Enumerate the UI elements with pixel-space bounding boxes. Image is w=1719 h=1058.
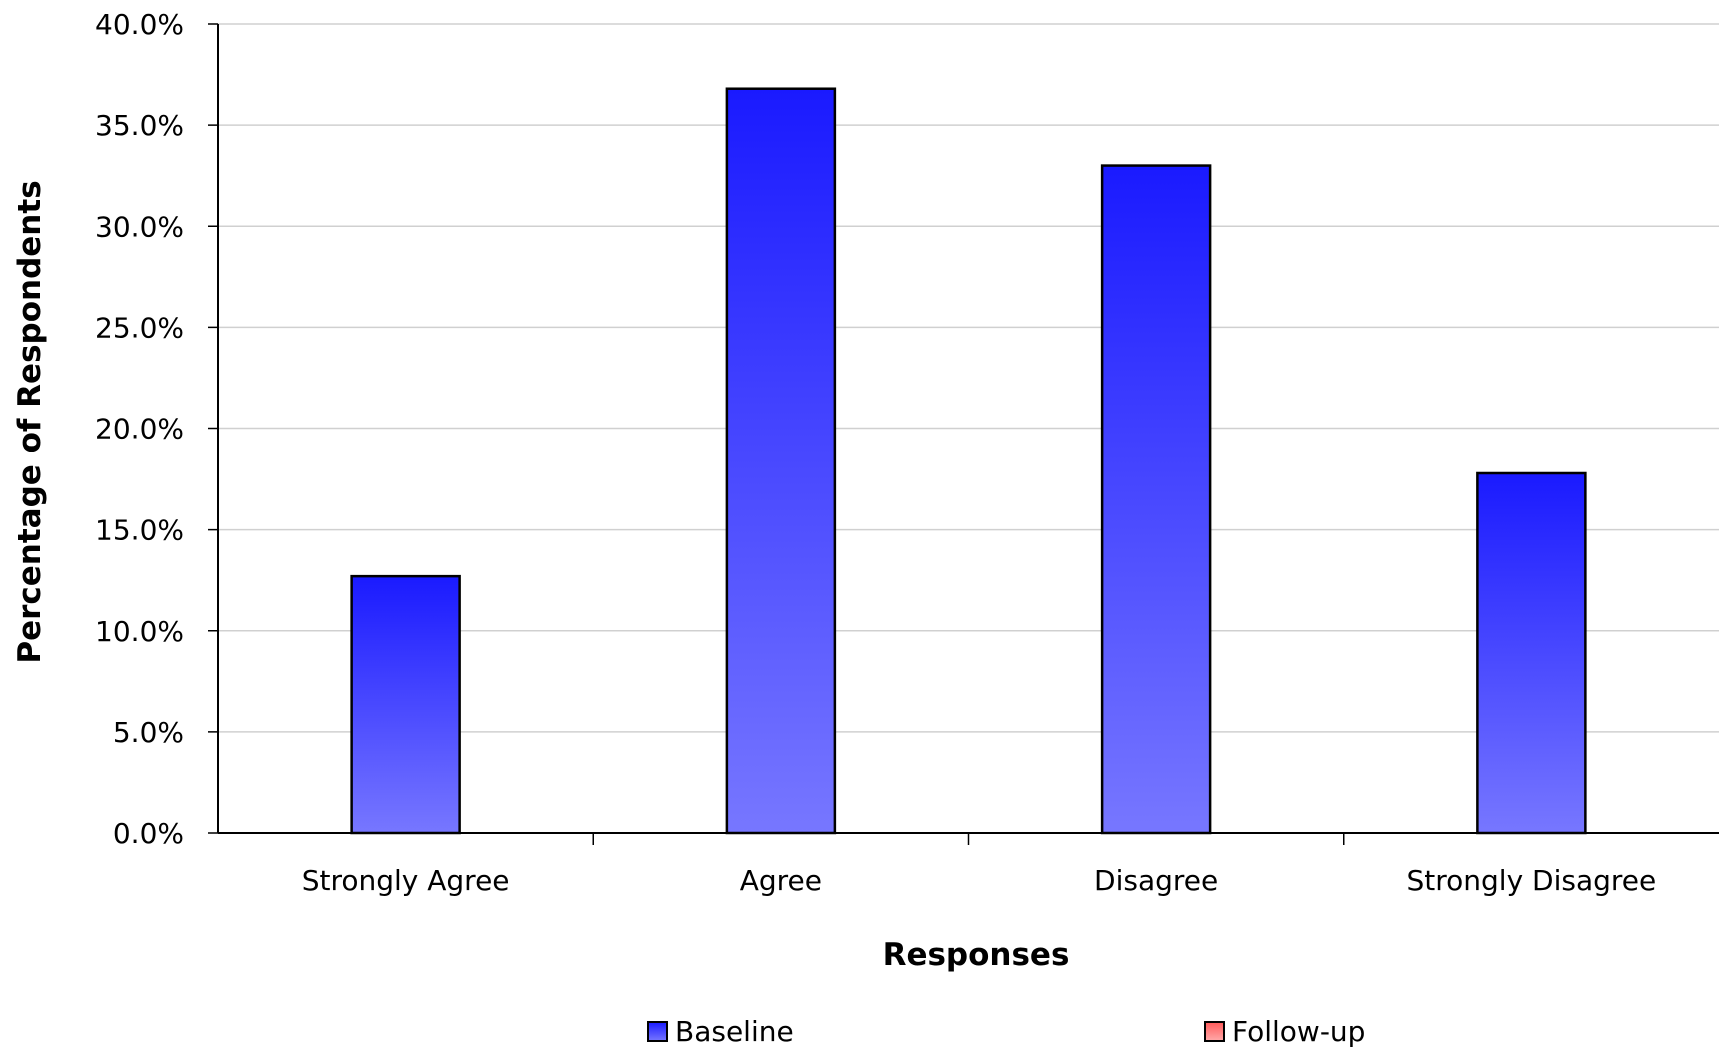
legend: Baseline Follow-up: [647, 1015, 1365, 1048]
bar-baseline: [350, 574, 461, 835]
y-tick-label: 15.0%: [95, 514, 184, 547]
bar-baseline: [725, 87, 837, 835]
gridlines: [218, 23, 1719, 733]
y-tick-label: 30.0%: [95, 210, 184, 243]
y-tick-label: 35.0%: [95, 109, 184, 142]
legend-swatch: [647, 1021, 668, 1042]
x-tick-label: Disagree: [1094, 864, 1218, 897]
y-tick-label: 20.0%: [95, 413, 184, 446]
legend-swatch: [1204, 1021, 1225, 1042]
y-tick-label: 0.0%: [113, 817, 184, 850]
legend-label: Baseline: [675, 1015, 794, 1048]
x-tick-labels: Strongly Agree Agree Disagree Strongly Disa…: [302, 864, 1657, 897]
y-tick-label: 25.0%: [95, 311, 184, 344]
x-tick-label: Agree: [740, 864, 822, 897]
y-axis-title: Percentage of Respondents: [12, 180, 48, 663]
y-tick-label: 5.0%: [113, 716, 184, 749]
x-tick-label: Strongly Agree: [302, 864, 510, 897]
y-tick-label: 40.0%: [95, 8, 184, 41]
bar-baseline: [1476, 471, 1587, 835]
bar-baseline: [1100, 164, 1212, 835]
y-tick-labels: 0.0% 5.0% 10.0% 15.0% 20.0% 25.0% 30.0% 35.0% 40…: [95, 8, 184, 850]
legend-item: Baseline: [647, 1015, 794, 1048]
y-tick-label: 10.0%: [95, 615, 184, 648]
legend-item: Follow-up: [1204, 1015, 1365, 1048]
bars: [350, 87, 1587, 835]
x-axis-title: Responses: [883, 937, 1070, 973]
x-tick-label: Strongly Disagree: [1406, 864, 1656, 897]
axes: [208, 23, 1719, 845]
legend-label: Follow-up: [1232, 1015, 1365, 1048]
